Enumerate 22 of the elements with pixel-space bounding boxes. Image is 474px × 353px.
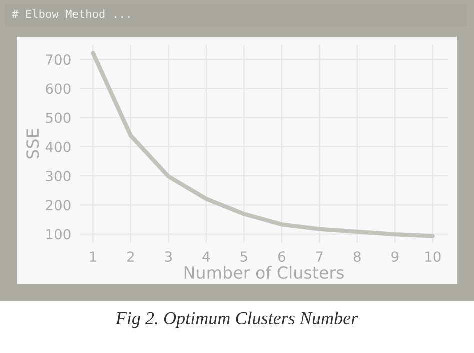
x-axis-title: Number of Clusters bbox=[184, 266, 344, 280]
x-tick-label: 5 bbox=[240, 252, 248, 262]
line-series bbox=[91, 51, 435, 238]
y-tick-label: 700 bbox=[46, 54, 71, 66]
y-tick-label: 200 bbox=[46, 200, 71, 211]
caption: Fig 2. Optimum Clusters Number bbox=[116, 312, 358, 328]
y-axis-title: SSE bbox=[26, 129, 40, 159]
y-tick-label: 400 bbox=[46, 142, 71, 152]
x-tick-label: 1 bbox=[90, 252, 96, 262]
x-tick-label: 7 bbox=[316, 252, 323, 262]
x-tick-label: 2 bbox=[128, 252, 134, 262]
y-tick-label: 600 bbox=[46, 84, 71, 94]
y-tick-label: 500 bbox=[46, 112, 71, 124]
chart-title: # Elbow Method ... bbox=[12, 10, 130, 18]
y-tick-label: 300 bbox=[46, 171, 71, 182]
x-tick-label: 4 bbox=[202, 252, 210, 262]
x-tick-label: 9 bbox=[392, 252, 399, 262]
x-tick-label: 3 bbox=[165, 252, 172, 262]
x-tick-label: 8 bbox=[354, 252, 361, 262]
y-tick-label: 100 bbox=[46, 229, 71, 240]
x-tick-label: 10 bbox=[426, 252, 441, 262]
x-tick-label: 6 bbox=[278, 252, 286, 262]
